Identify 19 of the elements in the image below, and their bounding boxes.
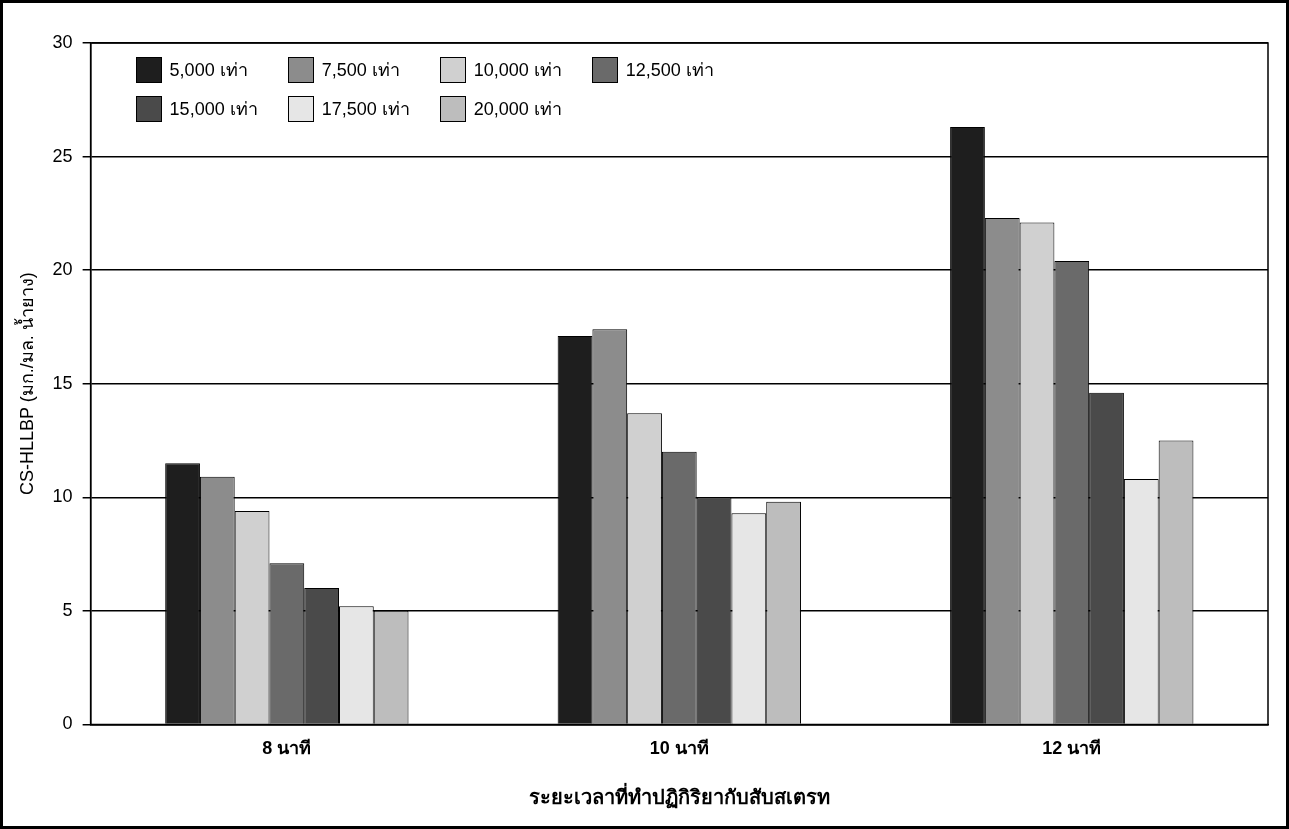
y-tick-label: 25 [52, 145, 73, 166]
legend-label: 7,500 เท่า [321, 59, 400, 82]
y-tick-label: 10 [52, 486, 73, 507]
x-axis-title: ระยะเวลาที่ทำปฏิกิริยากับสับสเตรท [528, 781, 830, 809]
x-tick-label: 12 นาที [1042, 738, 1102, 759]
y-tick-label: 0 [62, 713, 73, 734]
x-tick-label: 10 นาที [649, 738, 709, 759]
y-tick-label: 20 [52, 259, 73, 280]
legend-label: 20,000 เท่า [473, 98, 562, 121]
legend-label: 5,000 เท่า [169, 59, 248, 82]
legend-label: 15,000 เท่า [169, 98, 258, 121]
legend-label: 12,500 เท่า [625, 59, 714, 82]
y-axis-title: CS-HLLBP (มก./มล. น้ำยาง) [13, 272, 37, 496]
legend-label: 17,500 เท่า [321, 98, 410, 121]
y-tick-label: 15 [52, 372, 73, 393]
y-tick-label: 30 [52, 31, 73, 52]
legend-label: 10,000 เท่า [473, 59, 562, 82]
y-tick-label: 5 [62, 599, 73, 620]
x-tick-label: 8 นาที [262, 738, 312, 759]
